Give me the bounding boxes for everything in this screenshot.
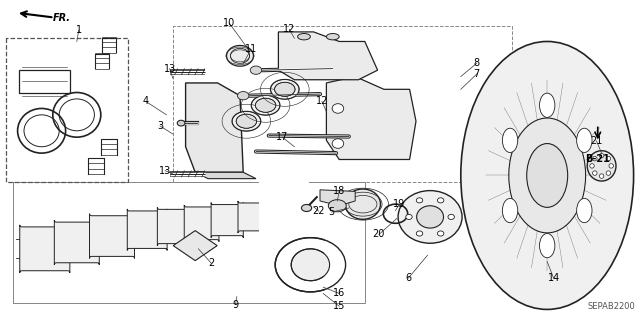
Text: 21: 21: [590, 136, 603, 146]
Ellipse shape: [461, 41, 634, 309]
Ellipse shape: [593, 171, 597, 175]
Polygon shape: [186, 83, 243, 172]
Ellipse shape: [271, 79, 300, 99]
Ellipse shape: [509, 118, 586, 233]
Ellipse shape: [588, 151, 616, 181]
Polygon shape: [278, 32, 378, 80]
FancyBboxPatch shape: [211, 203, 243, 238]
Ellipse shape: [438, 231, 444, 236]
Text: 8: 8: [474, 58, 480, 68]
Text: 15: 15: [333, 301, 346, 311]
Text: B-21: B-21: [586, 154, 610, 164]
Ellipse shape: [417, 198, 422, 203]
Ellipse shape: [237, 92, 249, 100]
Ellipse shape: [275, 82, 295, 96]
Text: 10: 10: [223, 18, 236, 28]
Text: 2: 2: [208, 258, 214, 268]
Bar: [259, 173, 309, 233]
Ellipse shape: [326, 33, 339, 40]
Ellipse shape: [227, 45, 253, 66]
Ellipse shape: [502, 128, 518, 152]
FancyBboxPatch shape: [127, 209, 167, 250]
Ellipse shape: [417, 231, 423, 236]
Ellipse shape: [438, 198, 444, 203]
Ellipse shape: [577, 198, 592, 223]
Ellipse shape: [255, 98, 276, 112]
Ellipse shape: [540, 234, 555, 258]
FancyBboxPatch shape: [157, 207, 195, 246]
Ellipse shape: [606, 171, 611, 175]
Text: 6: 6: [405, 273, 412, 283]
Ellipse shape: [609, 164, 614, 168]
Text: SEPAB2200: SEPAB2200: [588, 302, 635, 311]
FancyBboxPatch shape: [238, 201, 268, 233]
FancyBboxPatch shape: [90, 214, 134, 258]
Text: 7: 7: [474, 69, 480, 79]
Ellipse shape: [332, 104, 344, 113]
Text: FR.: FR.: [53, 12, 71, 23]
Text: 12: 12: [283, 24, 296, 34]
Polygon shape: [320, 190, 355, 206]
Ellipse shape: [590, 164, 595, 168]
Ellipse shape: [527, 144, 568, 207]
Ellipse shape: [250, 66, 262, 74]
Ellipse shape: [599, 174, 604, 178]
Text: 18: 18: [333, 186, 346, 197]
Text: 12: 12: [316, 96, 328, 107]
Text: 4: 4: [143, 96, 149, 107]
FancyBboxPatch shape: [184, 205, 219, 242]
Text: 9: 9: [232, 300, 239, 310]
Ellipse shape: [593, 156, 597, 161]
Ellipse shape: [298, 33, 310, 40]
Ellipse shape: [417, 206, 444, 228]
Ellipse shape: [577, 128, 592, 152]
Text: 16: 16: [333, 288, 346, 299]
Ellipse shape: [346, 189, 380, 219]
Ellipse shape: [502, 198, 518, 223]
Text: 14: 14: [547, 273, 560, 283]
Text: 1: 1: [76, 25, 82, 35]
Ellipse shape: [599, 153, 604, 158]
Text: 20: 20: [372, 229, 385, 240]
Polygon shape: [195, 172, 256, 179]
Text: 19: 19: [393, 199, 406, 209]
Ellipse shape: [236, 114, 257, 128]
Text: 3: 3: [157, 121, 163, 131]
Ellipse shape: [232, 111, 261, 131]
Bar: [19, 70, 70, 93]
Ellipse shape: [448, 214, 454, 219]
Ellipse shape: [301, 204, 312, 211]
Ellipse shape: [177, 120, 185, 126]
Ellipse shape: [251, 95, 280, 115]
Ellipse shape: [328, 200, 346, 212]
Text: 22: 22: [312, 206, 325, 216]
Text: 13: 13: [163, 63, 176, 74]
Ellipse shape: [291, 249, 330, 281]
Ellipse shape: [540, 93, 555, 117]
Text: 11: 11: [244, 44, 257, 55]
FancyBboxPatch shape: [54, 220, 99, 265]
Polygon shape: [173, 231, 217, 261]
Text: 17: 17: [276, 132, 289, 142]
FancyBboxPatch shape: [20, 225, 70, 273]
Text: 5: 5: [328, 207, 335, 217]
Polygon shape: [326, 77, 416, 160]
Ellipse shape: [332, 139, 344, 148]
Ellipse shape: [398, 191, 462, 243]
Text: 13: 13: [159, 166, 172, 176]
Ellipse shape: [606, 156, 611, 161]
Ellipse shape: [406, 214, 412, 219]
